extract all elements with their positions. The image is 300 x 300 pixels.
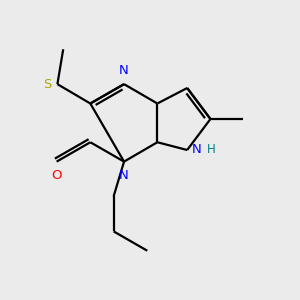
Text: N: N bbox=[119, 169, 129, 182]
Text: O: O bbox=[51, 169, 62, 182]
Text: H: H bbox=[207, 143, 215, 157]
Text: N: N bbox=[119, 64, 129, 77]
Text: S: S bbox=[43, 78, 52, 91]
Text: N: N bbox=[192, 143, 202, 157]
